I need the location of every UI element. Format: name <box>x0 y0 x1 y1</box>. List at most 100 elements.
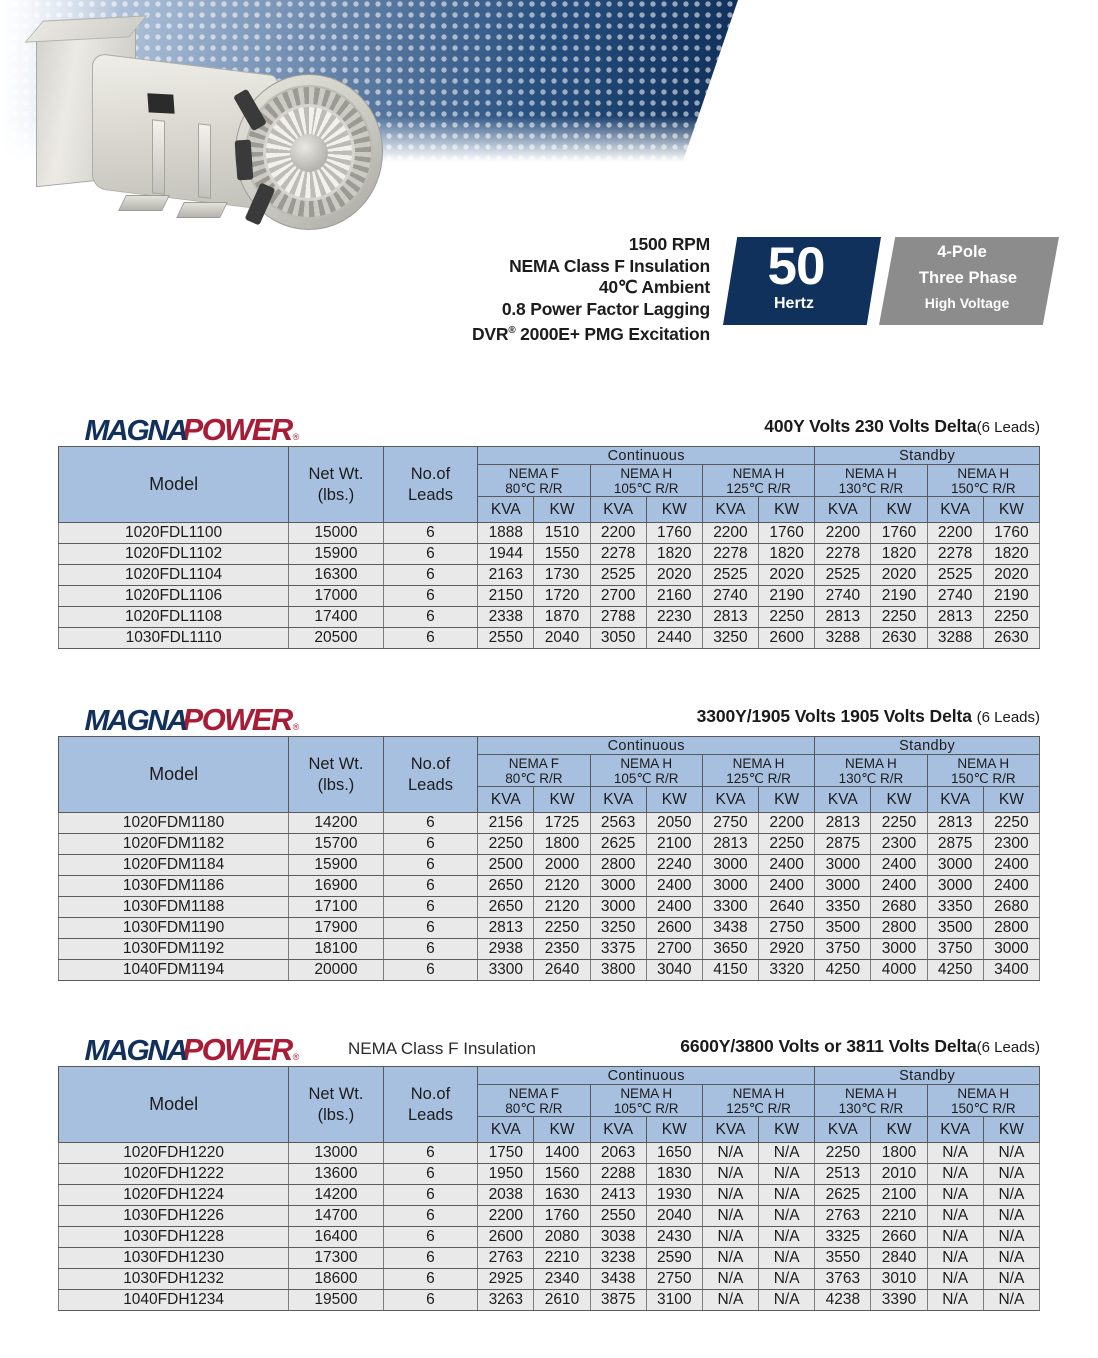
cell-rating-8: N/A <box>926 1289 984 1311</box>
cell-net-weight: 18100 <box>288 938 384 960</box>
cell-rating-3: 2430 <box>645 1226 703 1248</box>
configuration-badge: 4-Pole Three Phase High Voltage <box>879 237 1059 325</box>
cell-rating-8: N/A <box>926 1163 984 1185</box>
cell-rating-9: N/A <box>982 1184 1041 1206</box>
magnapower-logo: MAGNA POWER ® <box>85 412 300 447</box>
cell-rating-0: 1888 <box>477 522 535 544</box>
section-title-leads-1: (6 Leads) <box>976 419 1040 436</box>
cell-rating-7: 3010 <box>870 1268 928 1290</box>
cell-leads: 6 <box>382 1268 479 1290</box>
table-row: 1030FDH1230 17300 6 2763 2210 3238 2590 N/A N/A 3… <box>57 1247 1041 1269</box>
cell-rating-3: 2600 <box>645 917 703 939</box>
cell-rating-4: N/A <box>701 1184 760 1206</box>
table-body-2: 1020FDM1180 14200 6 2156 1725 2563 2050 2750 220… <box>57 812 1041 981</box>
col-header-unit-6: KVA <box>814 786 872 813</box>
cell-rating-0: 2500 <box>477 854 535 876</box>
spec-insulation: NEMA Class F Insulation <box>509 255 710 276</box>
cell-rating-7: 2250 <box>870 606 928 628</box>
cell-rating-1: 2250 <box>533 917 591 939</box>
cell-rating-4: 2750 <box>701 812 760 834</box>
cell-rating-0: 1950 <box>477 1163 535 1185</box>
cell-rating-9: N/A <box>982 1226 1041 1248</box>
cell-model: 1020FDL1102 <box>57 543 290 565</box>
col-header-unit-0: KVA <box>477 1116 535 1143</box>
col-header-unit-2: KVA <box>589 496 647 523</box>
cell-rating-0: 2150 <box>477 585 535 607</box>
cell-model: 1030FDM1186 <box>57 875 290 897</box>
col-header-unit-8: KVA <box>926 1116 984 1143</box>
generator-rib-2 <box>198 123 211 199</box>
cell-rating-8: N/A <box>926 1184 984 1206</box>
cell-rating-9: 3000 <box>982 938 1041 960</box>
cell-net-weight: 14700 <box>288 1205 384 1227</box>
cell-rating-0: 2550 <box>477 627 535 649</box>
table-row: 1030FDM1186 16900 6 2650 2120 3000 2400 3000 240… <box>57 875 1041 897</box>
cell-leads: 6 <box>382 1226 479 1248</box>
cell-rating-0: 2763 <box>477 1247 535 1269</box>
logo-power-text: POWER <box>182 702 294 737</box>
cell-rating-6: 3550 <box>814 1247 872 1269</box>
col-header-unit-9: KW <box>982 1116 1041 1143</box>
hertz-badge-number: 50 <box>767 237 826 296</box>
cell-rating-7: 2100 <box>870 1184 928 1206</box>
cell-rating-3: 2400 <box>645 875 703 897</box>
cell-rating-5: N/A <box>758 1205 816 1227</box>
cell-net-weight: 20000 <box>288 959 384 981</box>
cell-leads: 6 <box>382 1247 479 1269</box>
cell-rating-0: 1944 <box>477 543 535 565</box>
col-group-continuous: Continuous <box>477 1066 816 1085</box>
table-row: 1040FDM1194 20000 6 3300 2640 3800 3040 4150 332… <box>57 959 1041 981</box>
cell-rating-0: 2938 <box>477 938 535 960</box>
cell-model: 1030FDH1228 <box>57 1226 290 1248</box>
generator-vent-2 <box>234 139 254 181</box>
table-row: 1020FDM1180 14200 6 2156 1725 2563 2050 2750 220… <box>57 812 1041 834</box>
cell-rating-8: 2200 <box>926 522 984 544</box>
spec-rpm: 1500 RPM <box>628 234 710 254</box>
cell-rating-3: 2700 <box>645 938 703 960</box>
generator-product-photo <box>24 12 430 230</box>
col-header-nema-0: NEMA F 80℃ R/R <box>477 1084 591 1117</box>
cell-rating-7: 2010 <box>870 1163 928 1185</box>
net-weight-line1: Net Wt. <box>308 464 364 483</box>
generator-rib-1 <box>152 119 165 195</box>
cell-rating-5: 2020 <box>758 564 816 586</box>
col-header-unit-8: KVA <box>926 786 984 813</box>
cell-model: 1040FDH1234 <box>57 1289 290 1311</box>
col-header-unit-9: KW <box>982 496 1041 523</box>
registered-trademark-icon: ® <box>508 325 516 336</box>
cell-net-weight: 17100 <box>288 896 384 918</box>
cell-rating-4: 3300 <box>701 896 760 918</box>
col-header-unit-3: KW <box>645 786 703 813</box>
cell-rating-9: N/A <box>982 1205 1041 1227</box>
table-row: 1030FDM1192 18100 6 2938 2350 3375 2700 3650 292… <box>57 938 1041 960</box>
cell-rating-3: 2050 <box>645 812 703 834</box>
cell-net-weight: 20500 <box>288 627 384 649</box>
logo-registered-icon: ® <box>292 432 300 442</box>
cell-leads: 6 <box>382 585 479 607</box>
cell-rating-9: 1760 <box>982 522 1041 544</box>
cell-rating-3: 1930 <box>645 1184 703 1206</box>
cell-rating-6: 3750 <box>814 938 872 960</box>
cell-rating-2: 3875 <box>589 1289 647 1311</box>
cell-rating-1: 1725 <box>533 812 591 834</box>
specification-summary: 1500 RPM NEMA Class F Insulation 40℃ Amb… <box>400 234 710 345</box>
col-header-unit-6: KVA <box>814 1116 872 1143</box>
col-group-standby: Standby <box>814 446 1040 465</box>
cell-net-weight: 17300 <box>288 1247 384 1269</box>
cell-rating-4: N/A <box>701 1163 760 1185</box>
generator-rotor-hub <box>290 134 328 172</box>
col-header-unit-0: KVA <box>477 786 535 813</box>
col-header-unit-7: KW <box>870 496 928 523</box>
cell-rating-2: 3800 <box>589 959 647 981</box>
cell-rating-1: 1400 <box>533 1142 591 1164</box>
cell-rating-1: 2610 <box>533 1289 591 1311</box>
col-header-net-weight: Net Wt. (lbs.) <box>288 1066 384 1143</box>
cell-rating-5: N/A <box>758 1226 816 1248</box>
col-header-unit-0: KVA <box>477 496 535 523</box>
cell-rating-0: 2163 <box>477 564 535 586</box>
col-header-unit-9: KW <box>982 786 1041 813</box>
cell-model: 1030FDM1190 <box>57 917 290 939</box>
cell-rating-2: 3238 <box>589 1247 647 1269</box>
cell-rating-5: N/A <box>758 1268 816 1290</box>
cell-rating-3: 2160 <box>645 585 703 607</box>
